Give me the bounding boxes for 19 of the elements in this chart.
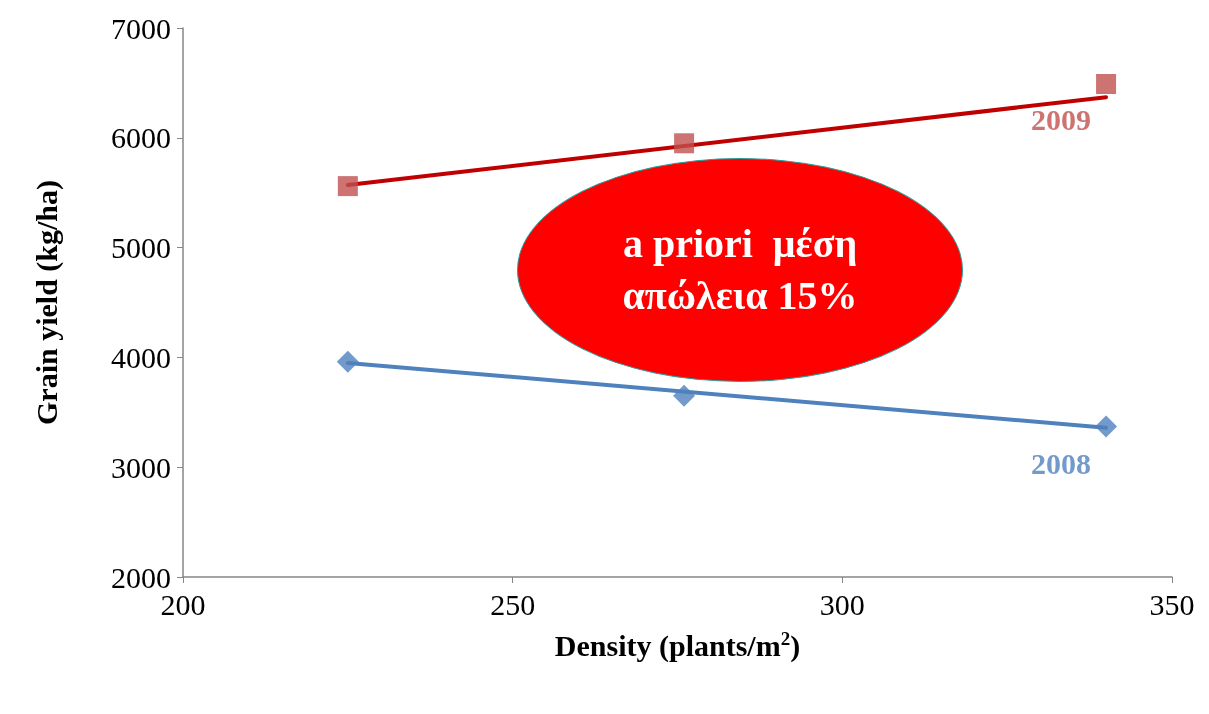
series-label: 2009 bbox=[1031, 103, 1092, 137]
y-tick-label: 5000 bbox=[111, 231, 171, 265]
series-label: 2008 bbox=[1031, 447, 1092, 481]
point bbox=[337, 176, 358, 197]
y-axis-title: Grain yield (kg/ha) bbox=[29, 179, 64, 426]
y-tick-label: 7000 bbox=[111, 11, 171, 45]
annotation: a priori μέση απώλεια 15% bbox=[621, 220, 859, 320]
point bbox=[674, 133, 695, 154]
ellipse-callout: a priori μέση απώλεια 15% bbox=[517, 158, 963, 382]
y-tick-label: 3000 bbox=[111, 450, 171, 484]
x-tick-label: 350 bbox=[1149, 587, 1195, 621]
point bbox=[1095, 415, 1118, 438]
x-tick-label: 250 bbox=[490, 587, 536, 621]
point bbox=[673, 384, 696, 407]
point bbox=[336, 350, 359, 373]
x-tick-label: 300 bbox=[819, 587, 865, 621]
y-tick-label: 6000 bbox=[111, 121, 171, 155]
point bbox=[1096, 74, 1117, 94]
y-tick-label: 4000 bbox=[111, 340, 171, 374]
